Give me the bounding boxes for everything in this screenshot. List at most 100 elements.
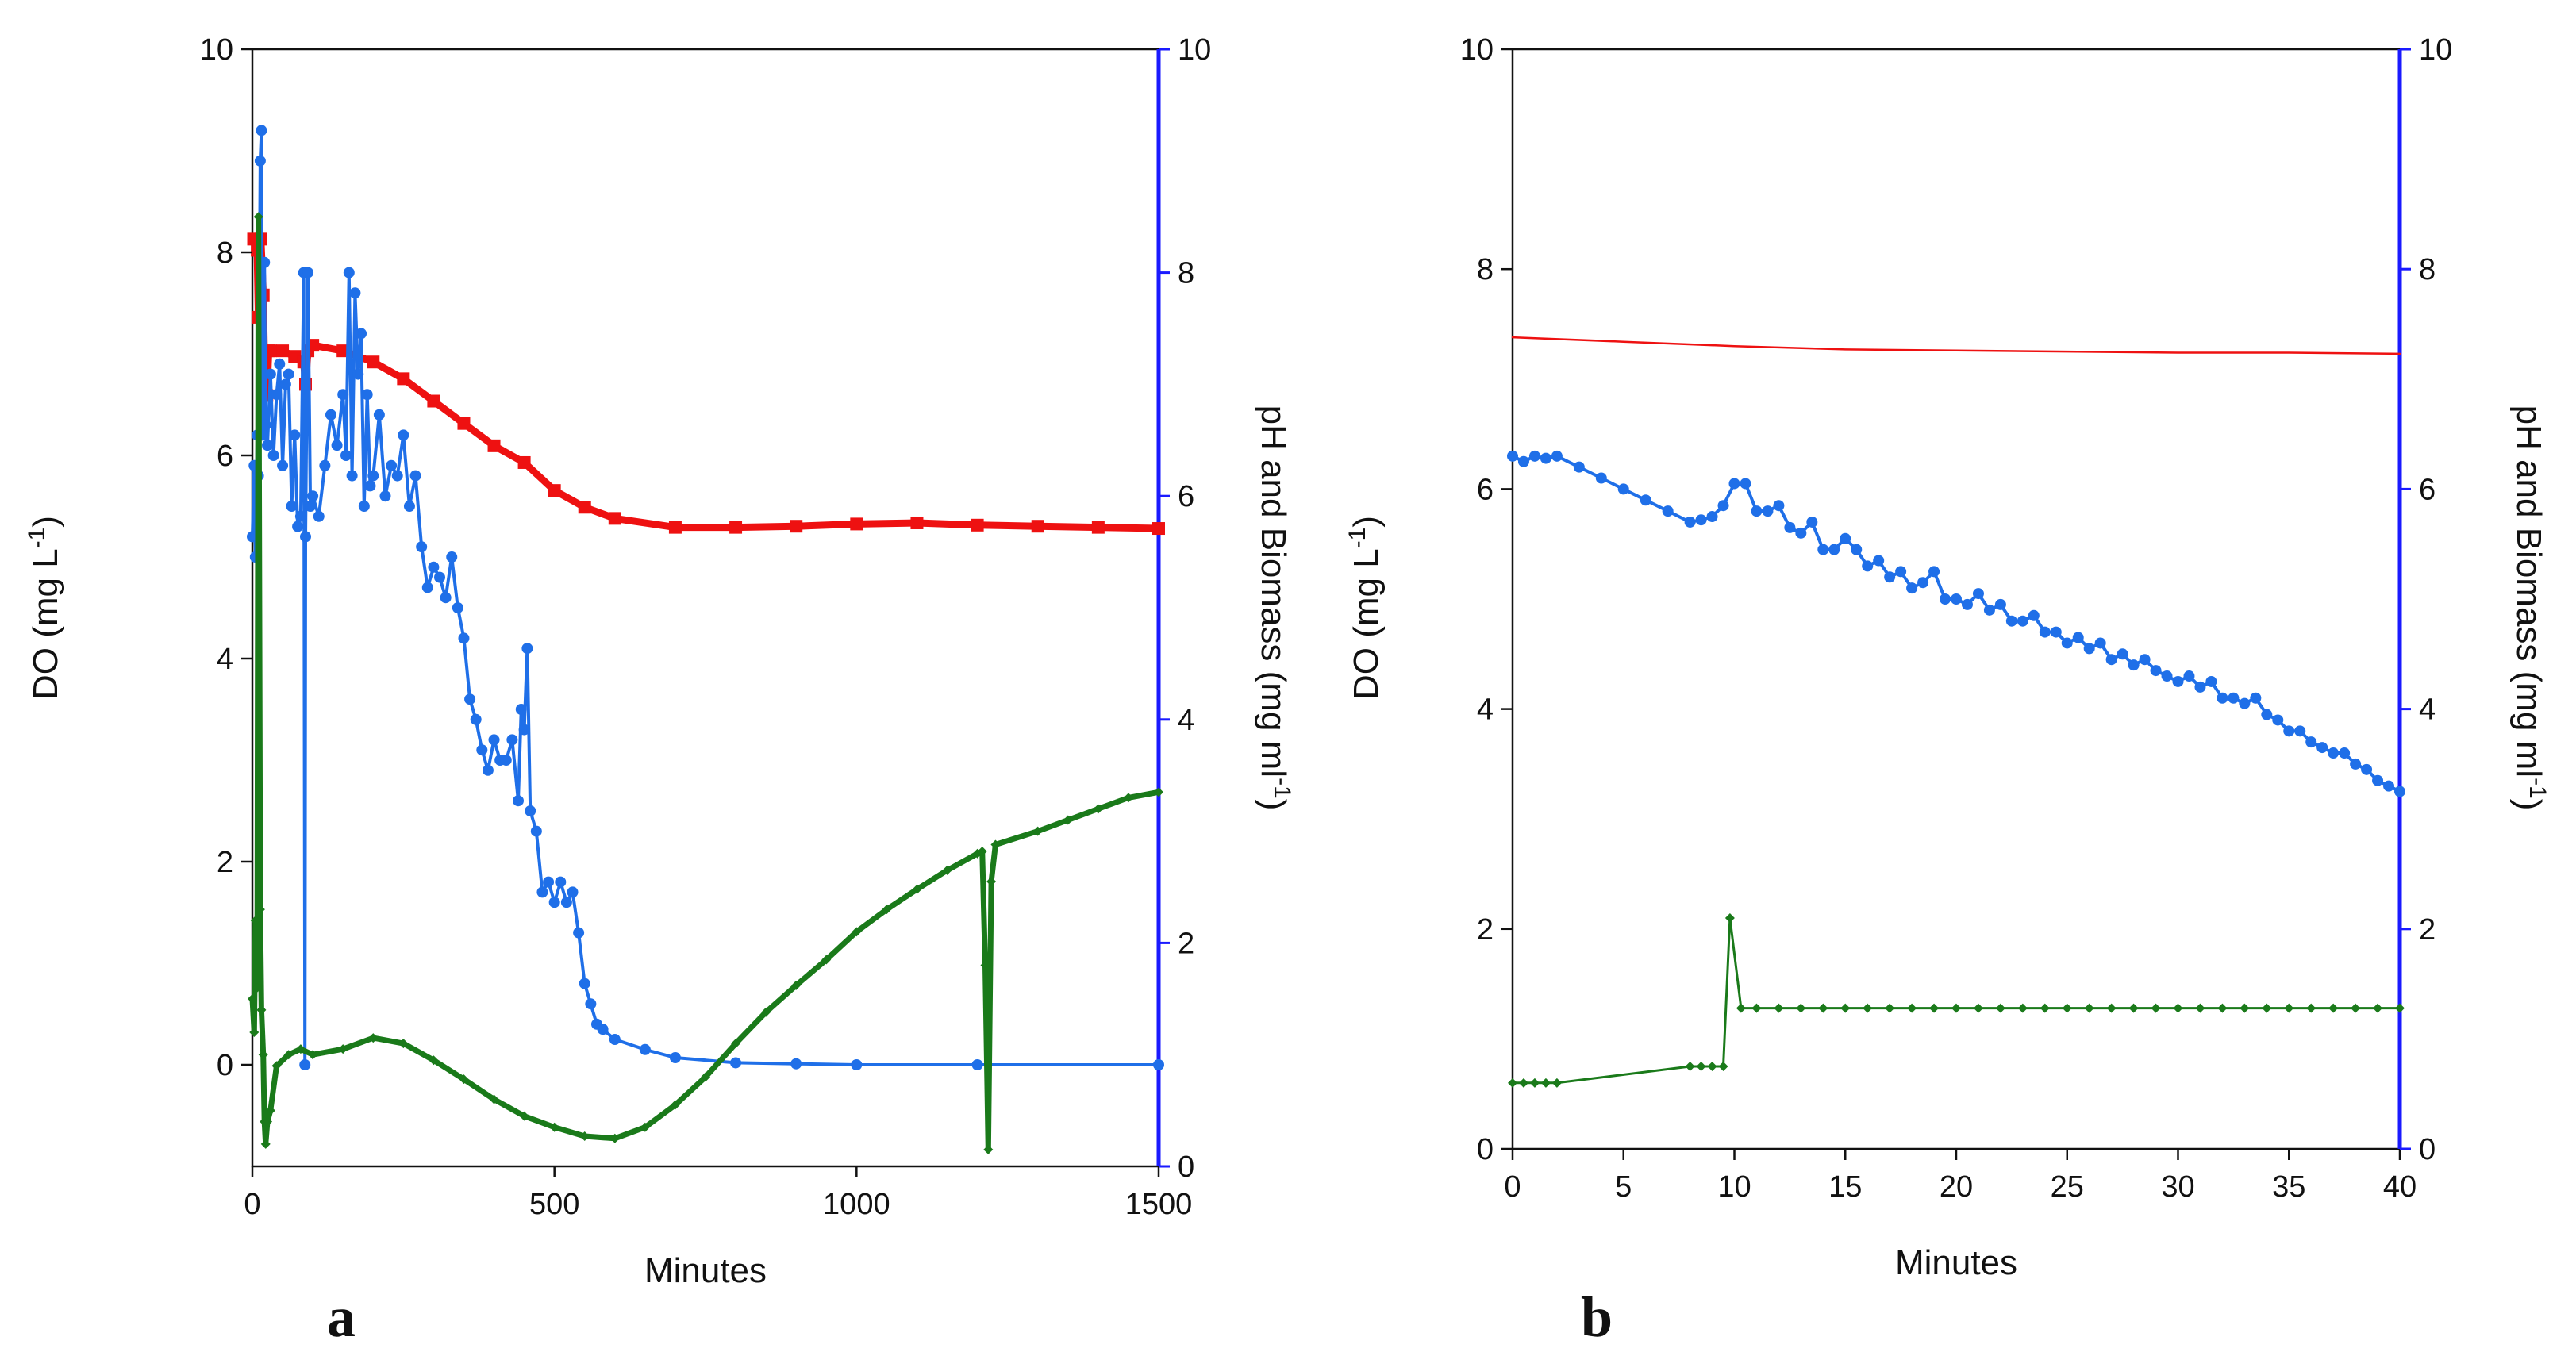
data-point xyxy=(302,267,314,278)
data-point xyxy=(852,927,862,937)
data-point xyxy=(476,744,488,756)
data-point xyxy=(1617,483,1629,495)
data-point xyxy=(882,905,892,915)
data-point xyxy=(1840,532,1851,544)
data-point xyxy=(458,632,470,644)
series-biomass-b xyxy=(1508,912,2405,1088)
data-point xyxy=(356,328,367,340)
right-y-tick-label: 0 xyxy=(1178,1150,1194,1184)
data-point xyxy=(1828,544,1840,555)
data-point xyxy=(548,897,560,908)
data-point xyxy=(515,704,527,715)
data-point xyxy=(263,344,277,358)
data-point xyxy=(2306,1003,2316,1013)
data-point xyxy=(986,876,997,886)
data-point xyxy=(1063,815,1073,825)
data-point xyxy=(2373,1003,2383,1013)
data-point xyxy=(2050,626,2062,638)
data-point xyxy=(2361,763,2373,775)
y-axis-label-right-b: pH and Biomass (mg ml-1) xyxy=(2509,405,2551,811)
data-point xyxy=(536,886,548,898)
series-layer-a xyxy=(247,125,1165,1154)
data-point xyxy=(1773,500,1785,512)
data-point xyxy=(250,916,260,926)
data-point xyxy=(980,960,990,970)
data-point xyxy=(2150,665,2162,677)
data-point xyxy=(457,417,471,430)
y-axis-label-left-b: DO (mg L-1) xyxy=(1344,516,1386,700)
data-point xyxy=(1031,520,1044,533)
right-y-tick-label: 2 xyxy=(1178,927,1194,960)
data-point xyxy=(1740,478,1751,490)
data-point xyxy=(2394,786,2405,797)
data-point xyxy=(262,440,274,451)
data-point xyxy=(398,1039,409,1049)
data-point xyxy=(1507,450,1518,462)
data-point xyxy=(440,592,452,604)
series-line xyxy=(1511,454,2401,793)
data-point xyxy=(340,450,352,461)
data-point xyxy=(2083,643,2095,655)
data-point xyxy=(2084,1003,2094,1013)
data-point xyxy=(1696,1062,1706,1072)
data-point xyxy=(851,1059,863,1070)
data-point xyxy=(2172,675,2184,687)
series-line xyxy=(1511,916,2401,1085)
data-point xyxy=(286,501,298,512)
data-point xyxy=(729,521,743,534)
data-point xyxy=(1684,516,1696,528)
panel-label-b: b xyxy=(1581,1285,1613,1349)
left-y-tick-label: 0 xyxy=(217,1049,233,1082)
data-point xyxy=(1774,1003,1784,1013)
data-point xyxy=(2328,747,2340,759)
data-point xyxy=(585,998,597,1010)
data-point xyxy=(2262,1003,2272,1013)
data-point xyxy=(1728,478,1740,490)
data-point xyxy=(519,1111,529,1121)
data-point xyxy=(386,459,398,471)
data-point xyxy=(2351,1003,2361,1013)
data-point xyxy=(1917,577,1929,589)
data-point xyxy=(367,355,380,369)
data-point xyxy=(2105,654,2117,666)
data-point xyxy=(255,905,265,915)
data-point xyxy=(1091,521,1105,534)
data-point xyxy=(252,982,263,993)
data-point xyxy=(668,521,682,534)
data-point xyxy=(1961,598,1973,610)
left-y-tick-label: 6 xyxy=(1477,473,1494,506)
data-point xyxy=(274,358,286,370)
data-point xyxy=(1717,500,1729,512)
data-point xyxy=(597,1024,609,1035)
data-point xyxy=(2139,654,2151,666)
left-y-tick-label: 4 xyxy=(1477,693,1494,727)
data-point xyxy=(2128,659,2140,671)
data-point xyxy=(276,344,290,358)
data-point xyxy=(1153,1059,1164,1070)
data-point xyxy=(2250,692,2262,704)
data-point xyxy=(446,551,458,563)
data-point xyxy=(2117,648,2128,660)
data-point xyxy=(548,484,561,497)
series-line xyxy=(251,129,1160,1066)
data-point xyxy=(1695,514,1707,526)
data-point xyxy=(1751,505,1763,517)
x-tick-labels-a: 0 500 1000 1500 xyxy=(244,1166,1192,1221)
x-tick-label: 0 xyxy=(244,1188,260,1221)
data-point xyxy=(640,1122,650,1132)
right-y-tick-label: 0 xyxy=(2419,1133,2436,1166)
data-point xyxy=(518,724,530,736)
x-tick-label: 10 xyxy=(1717,1170,1751,1204)
data-point xyxy=(977,846,987,856)
left-y-tick-label: 2 xyxy=(217,846,233,879)
data-point xyxy=(2328,1003,2339,1013)
data-point xyxy=(567,886,579,898)
data-point xyxy=(2028,609,2040,621)
left-y-tick-label: 6 xyxy=(217,440,233,473)
x-tick-label: 500 xyxy=(529,1188,579,1221)
data-point xyxy=(1784,521,1796,533)
data-point xyxy=(289,429,301,441)
data-point xyxy=(1884,571,1896,583)
data-point xyxy=(790,1058,802,1070)
x-tick-label: 1500 xyxy=(1125,1188,1193,1221)
